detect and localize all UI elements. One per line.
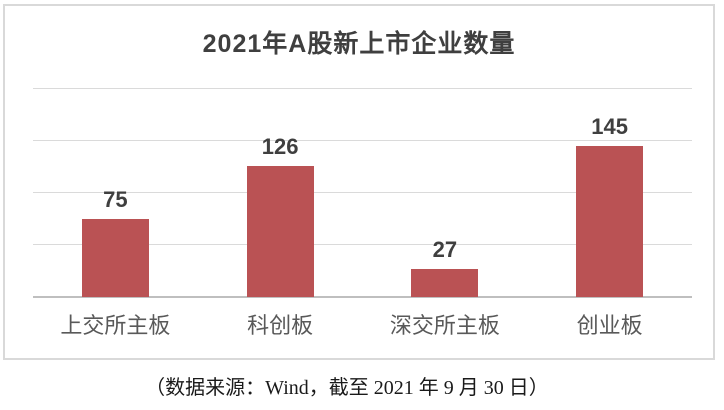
- bar: [81, 219, 149, 297]
- plot-area: 75 126 27 145 上交所主板 科创板 深交所主板 创业板: [33, 62, 692, 338]
- gridline-150: [33, 139, 692, 141]
- x-axis-line: [33, 296, 692, 298]
- category-label: 深交所主板: [389, 313, 500, 338]
- bar: [246, 165, 314, 297]
- bar-value-label: 27: [432, 236, 458, 262]
- bar-value-label: 145: [591, 114, 628, 140]
- bar: [411, 268, 479, 297]
- bar-value-label: 75: [103, 187, 128, 212]
- category-label: 上交所主板: [60, 313, 171, 338]
- chart-title: 2021年A股新上市企业数量: [202, 30, 516, 58]
- bar-value-label: 126: [261, 133, 299, 159]
- category-label: 科创板: [247, 313, 314, 338]
- source-note: （数据来源：Wind，截至 2021 年 9 月 30 日）: [145, 377, 549, 399]
- bar: [576, 146, 644, 297]
- category-label: 创业板: [576, 313, 643, 338]
- gridline-200: [33, 87, 692, 89]
- chart-frame: 2021年A股新上市企业数量 75 126 27 145 上交所主板 科创板 深交所主板 创…: [3, 4, 715, 360]
- gridline-50: [33, 243, 692, 245]
- gridline-100: [33, 191, 692, 193]
